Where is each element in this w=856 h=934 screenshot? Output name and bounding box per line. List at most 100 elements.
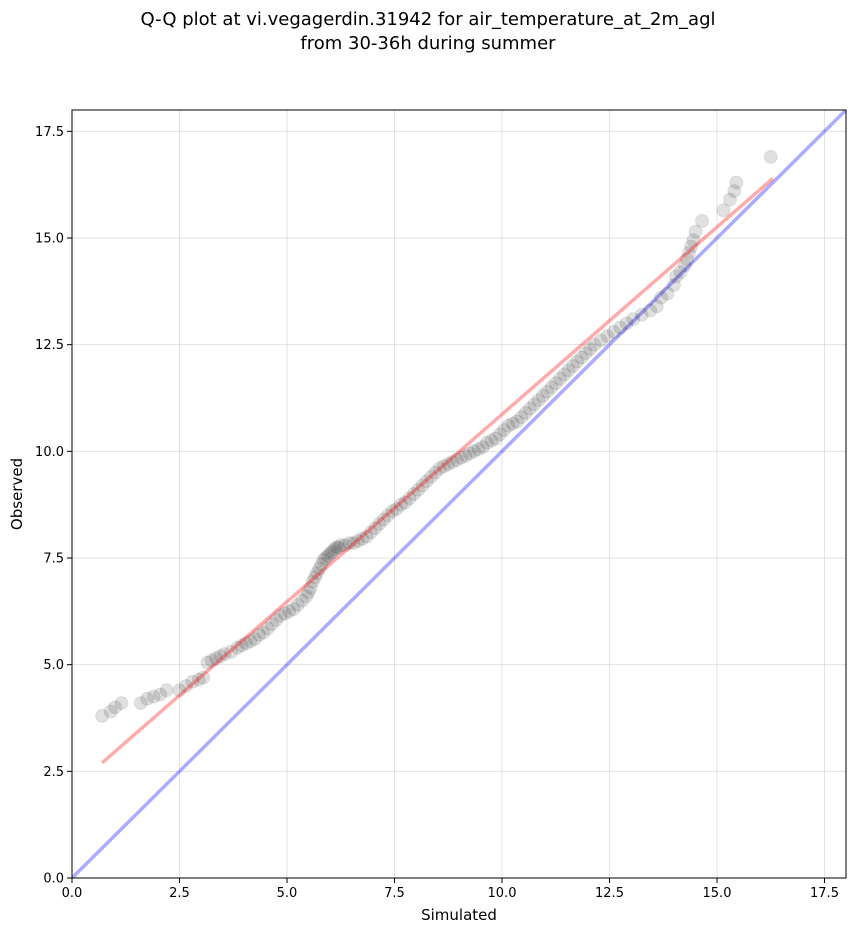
- data-point: [252, 627, 267, 642]
- data-point: [600, 329, 615, 344]
- data-point: [402, 491, 417, 506]
- data-point: [484, 433, 499, 448]
- chart-title-line-1: Q-Q plot at vi.vegagerdin.31942 for air_…: [140, 9, 716, 30]
- data-point: [312, 561, 327, 576]
- data-point: [527, 397, 542, 412]
- data-point: [716, 203, 731, 218]
- data-point: [626, 312, 641, 327]
- data-point: [557, 367, 572, 382]
- data-point: [587, 337, 602, 352]
- data-point: [505, 416, 520, 431]
- y-tick-label: 17.5: [35, 125, 64, 140]
- plot-frame: [71, 109, 847, 879]
- data-point: [540, 384, 555, 399]
- data-point: [178, 679, 193, 693]
- data-point: [593, 333, 608, 348]
- data-point: [679, 252, 694, 267]
- y-axis-label: Observed: [8, 458, 26, 530]
- data-point: [445, 455, 460, 469]
- data-point: [247, 632, 262, 647]
- data-point: [204, 653, 219, 668]
- data-point: [522, 401, 537, 416]
- data-point: [196, 670, 211, 685]
- y-tick-label: 5.0: [43, 658, 64, 673]
- data-point: [381, 508, 396, 523]
- data-point: [565, 359, 580, 373]
- data-point: [677, 258, 692, 273]
- data-point: [224, 644, 239, 659]
- data-point: [501, 418, 516, 433]
- data-point: [133, 696, 148, 711]
- data-point: [424, 469, 439, 484]
- data-point: [260, 621, 275, 636]
- data-point: [544, 380, 559, 395]
- data-point: [323, 546, 337, 561]
- x-tick-label: 2.5: [169, 886, 190, 901]
- data-point: [432, 461, 447, 476]
- data-point: [578, 346, 593, 361]
- data-point: [393, 497, 408, 512]
- data-point: [488, 431, 503, 446]
- data-point: [441, 457, 456, 472]
- data-point: [153, 687, 168, 702]
- data-point: [368, 521, 383, 536]
- data-point: [325, 544, 340, 559]
- data-point: [449, 452, 464, 467]
- data-point: [686, 233, 701, 248]
- x-tick-label: 5.0: [277, 886, 298, 901]
- data-point: [318, 551, 333, 565]
- data-point: [531, 393, 546, 408]
- data-point: [286, 602, 301, 617]
- data-point: [282, 604, 297, 619]
- data-layer: [72, 110, 846, 878]
- data-point: [273, 608, 288, 623]
- data-point: [583, 341, 598, 356]
- data-point: [428, 465, 443, 480]
- data-point: [359, 529, 374, 544]
- data-point: [654, 290, 669, 305]
- data-point: [467, 444, 482, 459]
- data-point: [613, 320, 628, 335]
- data-point: [230, 640, 245, 655]
- data-point: [660, 286, 675, 301]
- data-point: [329, 540, 344, 555]
- data-point: [436, 459, 451, 474]
- y-tick-label: 12.5: [35, 338, 64, 353]
- data-point: [492, 427, 507, 442]
- data-point: [372, 516, 387, 531]
- data-point: [634, 307, 649, 322]
- data-point: [669, 269, 684, 284]
- data-point: [320, 548, 335, 563]
- data-point: [310, 565, 325, 580]
- data-point: [535, 388, 550, 403]
- data-point: [264, 617, 279, 632]
- data-point: [389, 501, 404, 516]
- data-point: [462, 446, 477, 461]
- data-point: [159, 683, 174, 698]
- data-point: [209, 651, 224, 666]
- data-point: [643, 303, 658, 318]
- data-point: [277, 606, 292, 621]
- data-point: [619, 316, 634, 331]
- data-point: [200, 655, 215, 670]
- y-tick-label: 10.0: [35, 445, 64, 460]
- x-tick-label: 10.0: [488, 886, 517, 901]
- data-point: [140, 691, 155, 706]
- data-point: [510, 414, 525, 429]
- data-point: [346, 536, 361, 551]
- data-point: [419, 474, 434, 489]
- data-point: [239, 636, 254, 651]
- data-point: [673, 265, 688, 280]
- x-tick-label: 15.0: [703, 886, 732, 901]
- y-tick-label: 15.0: [35, 232, 64, 247]
- data-point: [301, 585, 316, 600]
- data-point: [667, 277, 681, 292]
- data-point: [363, 525, 378, 540]
- data-point: [475, 440, 490, 455]
- data-point: [458, 448, 473, 463]
- axis-ticks: 0.0 2.5 5.0 7.5 10.0 12.5 15.0 17.5 0.0 2.5 5.0 7.5…: [35, 125, 839, 901]
- data-point: [234, 638, 249, 653]
- data-point: [290, 597, 305, 612]
- data-point: [172, 683, 187, 698]
